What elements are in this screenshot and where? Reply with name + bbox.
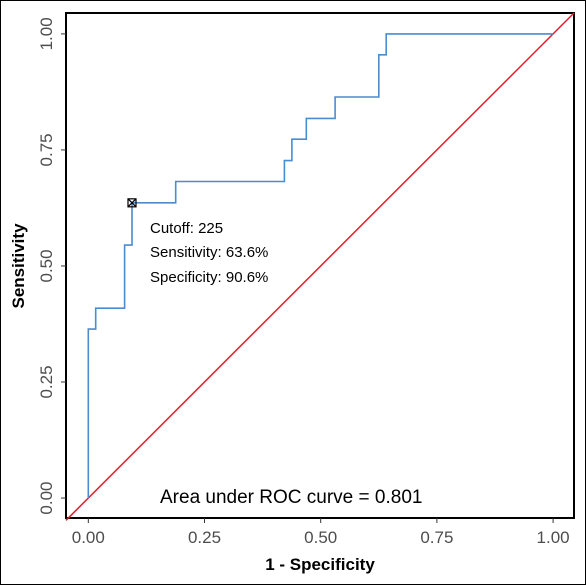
- x-axis-title: 1 - Specificity: [265, 555, 375, 574]
- y-tick-label: 0.25: [37, 365, 56, 398]
- cutoff-label: Cutoff: 225: [150, 220, 223, 237]
- y-axis-title: Sensitivity: [9, 223, 28, 309]
- x-tick-label: 0.25: [188, 528, 221, 547]
- x-tick-label: 0.50: [304, 528, 337, 547]
- cutoff-point-marker: [127, 198, 137, 208]
- reference-diagonal-line: [65, 12, 575, 521]
- axis-ticks: 0.00 0.25 0.50 0.75 1.00 0.00 0.25 0.50 0.75 1.00: [37, 17, 570, 547]
- y-tick-label: 0.75: [37, 133, 56, 166]
- y-tick-label: 0.50: [37, 249, 56, 282]
- x-tick-label: 1.00: [537, 528, 570, 547]
- y-tick-label: 1.00: [37, 17, 56, 50]
- cutoff-marker-cross-1: [127, 198, 137, 208]
- specificity-label: Specificity: 90.6%: [150, 269, 268, 286]
- sensitivity-label: Sensitivity: 63.6%: [150, 244, 268, 261]
- roc-curve-line: [87, 33, 554, 498]
- cutoff-marker-box: [127, 198, 137, 208]
- x-tick-label: 0.00: [72, 528, 105, 547]
- auc-label: Area under ROC curve = 0.801: [160, 487, 422, 508]
- x-tick-label: 0.75: [420, 528, 453, 547]
- y-tick-label: 0.00: [37, 481, 56, 514]
